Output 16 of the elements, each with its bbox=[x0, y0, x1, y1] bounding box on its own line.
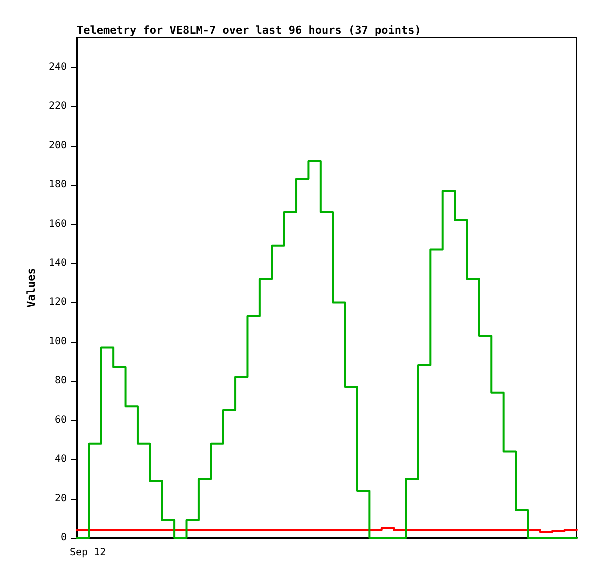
y-tick-label: 220 bbox=[48, 101, 67, 112]
y-tick-label: 80 bbox=[54, 376, 67, 387]
y-tick-label: 100 bbox=[48, 336, 67, 348]
y-tick-label: 20 bbox=[54, 493, 67, 504]
y-tick-label: 200 bbox=[48, 140, 67, 152]
text: Sep 12 bbox=[70, 548, 106, 558]
y-tick-label: 60 bbox=[54, 414, 67, 426]
y-tick-label: 140 bbox=[48, 258, 67, 269]
y-tick-label: 160 bbox=[48, 218, 67, 230]
y-axis-title: Values bbox=[25, 268, 38, 308]
y-tick-label: 40 bbox=[54, 454, 67, 466]
y-tick-label: 120 bbox=[48, 297, 67, 308]
y-tick-label: 180 bbox=[48, 180, 67, 191]
chart-title: Telemetry for VE8LM-7 over last 96 hours (37 points) bbox=[77, 24, 422, 37]
y-tick-label: 240 bbox=[48, 62, 67, 73]
y-tick-label: 0 bbox=[60, 532, 67, 544]
